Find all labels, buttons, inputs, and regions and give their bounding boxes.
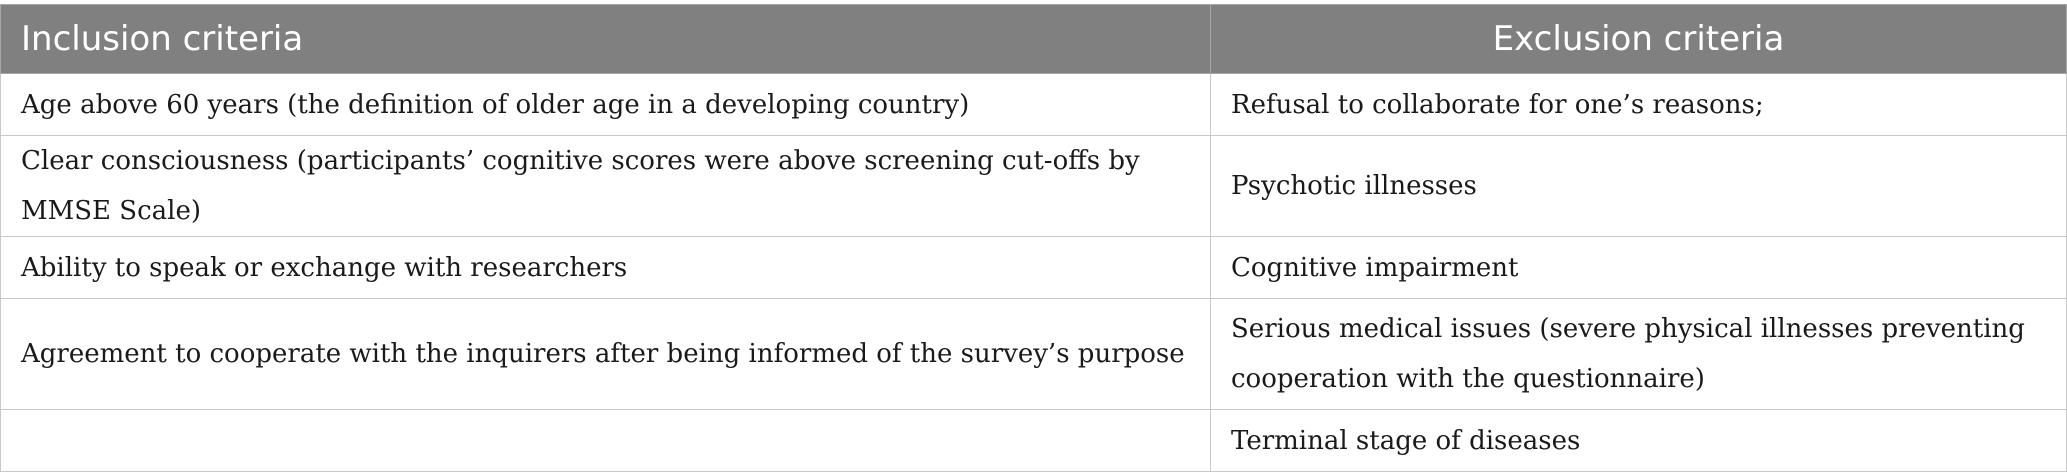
- inclusion-cell: Age above 60 years (the definition of ol…: [0, 73, 1211, 136]
- inclusion-cell: Ability to speak or exchange with resear…: [0, 236, 1211, 299]
- exclusion-cell: Refusal to collaborate for one’s reasons…: [1210, 73, 2067, 136]
- table-row: Terminal stage of diseases: [0, 409, 2067, 472]
- inclusion-cell: [0, 409, 1211, 472]
- inclusion-cell: Agreement to cooperate with the inquirer…: [0, 298, 1211, 410]
- table-body: Age above 60 years (the definition of ol…: [0, 73, 2067, 472]
- exclusion-cell: Cognitive impairment: [1210, 236, 2067, 299]
- exclusion-header: Exclusion criteria: [1210, 4, 2067, 74]
- table-row: Clear consciousness (participants’ cogni…: [0, 135, 2067, 237]
- exclusion-cell: Psychotic illnesses: [1210, 135, 2067, 237]
- inclusion-cell: Clear consciousness (participants’ cogni…: [0, 135, 1211, 237]
- exclusion-cell: Serious medical issues (severe physical …: [1210, 298, 2067, 410]
- header-row: Inclusion criteria Exclusion criteria: [0, 4, 2067, 74]
- table-header: Inclusion criteria Exclusion criteria: [0, 4, 2067, 74]
- exclusion-cell: Terminal stage of diseases: [1210, 409, 2067, 472]
- table-row: Ability to speak or exchange with resear…: [0, 236, 2067, 299]
- table-row: Age above 60 years (the definition of ol…: [0, 73, 2067, 136]
- inclusion-header: Inclusion criteria: [0, 4, 1211, 74]
- criteria-table: Inclusion criteria Exclusion criteria Ag…: [0, 4, 2067, 472]
- table-row: Agreement to cooperate with the inquirer…: [0, 298, 2067, 410]
